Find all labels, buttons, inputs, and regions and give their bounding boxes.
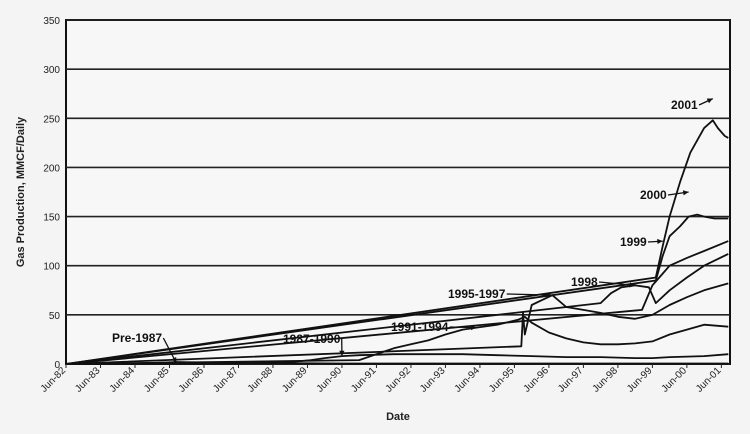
x-tick-label: Jun-84 (108, 365, 138, 395)
x-tick-label: Jun-00 (660, 365, 690, 395)
series-line-2000 (65, 213, 729, 365)
x-axis-ticks: Jun-82 Jun-83 Jun-84 Jun-85 Jun-86 Jun-87 Jun-… (39, 364, 724, 395)
x-axis-title: Date (386, 411, 410, 423)
series-line-1999 (65, 240, 729, 365)
series-lines (65, 119, 729, 365)
y-axis-title: Gas Production, MMCF/Daily (15, 116, 27, 267)
annotation-arrowhead (629, 282, 636, 288)
annotation-label: 1987-1990 (283, 332, 341, 346)
x-tick-label: Jun-88 (246, 365, 276, 395)
y-tick-label: 200 (43, 163, 60, 174)
grid-lines (66, 19, 730, 365)
annotation-arrow-line (598, 281, 636, 287)
x-tick-label: Jun-86 (177, 365, 207, 395)
x-tick-label: Jun-87 (211, 365, 241, 395)
x-tick-label: Jun-97 (556, 365, 586, 395)
annotation-label: 2000 (640, 188, 667, 202)
y-tick-label: 0 (54, 360, 60, 371)
annotation-label: 2001 (671, 98, 698, 112)
series-line-2001 (65, 119, 729, 365)
x-tick-label: Jun-99 (625, 365, 655, 395)
annotation-arrowhead (706, 98, 713, 104)
annotation-arrow-line (506, 293, 553, 296)
annotation-label: 1999 (620, 235, 647, 249)
annotation-arrowhead (657, 238, 663, 245)
x-tick-label: Jun-90 (315, 365, 345, 395)
y-tick-label: 300 (43, 65, 60, 76)
annotation-arrowhead (171, 357, 177, 364)
x-tick-label: Jun-98 (591, 365, 621, 395)
x-tick-label: Jun-91 (349, 365, 379, 395)
x-tick-label: Jun-85 (142, 365, 172, 395)
y-axis-ticks: 0 50 100 150 200 250 300 350 (43, 16, 60, 371)
y-tick-label: 250 (43, 114, 60, 125)
annotation-label: Pre-1987 (112, 331, 162, 345)
annotation-label: 1998 (571, 275, 598, 289)
annotation-arrowhead (339, 350, 345, 357)
x-tick-label: Jun-89 (280, 365, 310, 395)
y-tick-label: 350 (43, 16, 60, 27)
annotation-label: 1991-1994 (391, 320, 449, 334)
x-tick-label: Jun-95 (487, 365, 517, 395)
x-tick-label: Jun-83 (73, 365, 103, 395)
annotation-arrowhead (546, 292, 553, 298)
x-tick-label: Jun-94 (453, 365, 483, 395)
annotation-arrowhead (471, 324, 477, 331)
x-tick-label: Jun-01 (694, 365, 724, 395)
series-line-1995-1997 (65, 282, 729, 365)
y-tick-label: 100 (43, 262, 60, 273)
annotation-arrowhead (682, 190, 689, 196)
series-line-1998 (65, 253, 729, 365)
y-tick-label: 150 (43, 213, 60, 224)
annotations: Pre-1987 1987-1990 1991-1994 1995-1997 1998 1… (112, 98, 714, 364)
x-tick-label: Jun-92 (384, 365, 414, 395)
x-tick-label: Jun-93 (418, 365, 448, 395)
annotation-label: 1995-1997 (448, 287, 506, 301)
x-tick-label: Jun-96 (522, 365, 552, 395)
y-tick-label: 50 (49, 311, 61, 322)
plot-area (65, 19, 731, 365)
